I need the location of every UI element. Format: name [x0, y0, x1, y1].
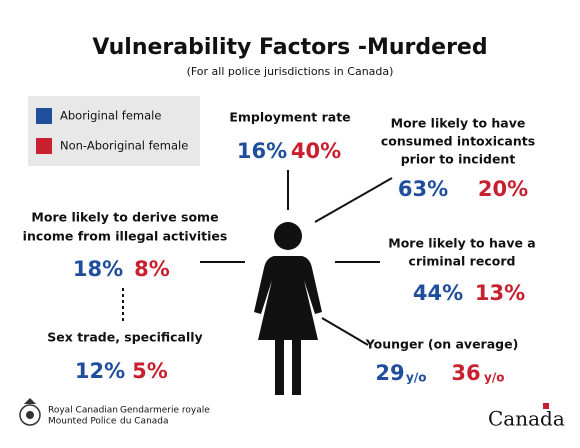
factor-label: prior to incident [401, 152, 516, 167]
value-non-aboriginal: 36 [451, 361, 480, 385]
legend-box [28, 96, 200, 166]
rcmp-crest [19, 398, 41, 426]
connector [314, 177, 393, 223]
factor-label: consumed intoxicants [381, 134, 535, 149]
canada-wordmark: Canada [488, 407, 565, 431]
value-aboriginal: 63% [398, 177, 448, 201]
woman-icon [254, 222, 322, 395]
legend-label: Aboriginal female [60, 109, 161, 123]
unit: y/o [484, 371, 504, 385]
factor-label: More likely to have [391, 116, 526, 131]
value-non-aboriginal: 40% [291, 139, 341, 163]
agency-fr: Gendarmerie royale [120, 406, 210, 416]
value-non-aboriginal: 5% [132, 359, 168, 383]
value-non-aboriginal: 20% [478, 177, 528, 201]
factor-label: criminal record [409, 254, 516, 269]
factor-label: More likely to derive some [31, 210, 218, 225]
agency-en: Mounted Police [48, 417, 117, 427]
factor-label: More likely to have a [388, 236, 536, 251]
factor-label: income from illegal activities [23, 229, 228, 244]
connector [321, 317, 369, 346]
value-aboriginal: 29 [375, 361, 404, 385]
factor-label: Employment rate [229, 110, 350, 125]
subtitle: (For all police jurisdictions in Canada) [187, 65, 394, 78]
factor-label: Sex trade, specifically [47, 330, 202, 345]
flag-mark [543, 403, 549, 409]
legend-swatch [36, 138, 52, 154]
legend-label: Non-Aboriginal female [60, 139, 188, 153]
title: Vulnerability Factors -Murdered [92, 35, 487, 60]
value-non-aboriginal: 13% [475, 281, 525, 305]
value-non-aboriginal: 8% [134, 257, 170, 281]
legend-swatch [36, 108, 52, 124]
factor-label: Younger (on average) [365, 337, 519, 352]
value-aboriginal: 16% [237, 139, 287, 163]
agency-en: Royal Canadian [48, 406, 118, 416]
value-aboriginal: 44% [413, 281, 463, 305]
value-aboriginal: 18% [73, 257, 123, 281]
agency-fr: du Canada [120, 417, 169, 427]
value-aboriginal: 12% [75, 359, 125, 383]
unit: y/o [406, 371, 426, 385]
